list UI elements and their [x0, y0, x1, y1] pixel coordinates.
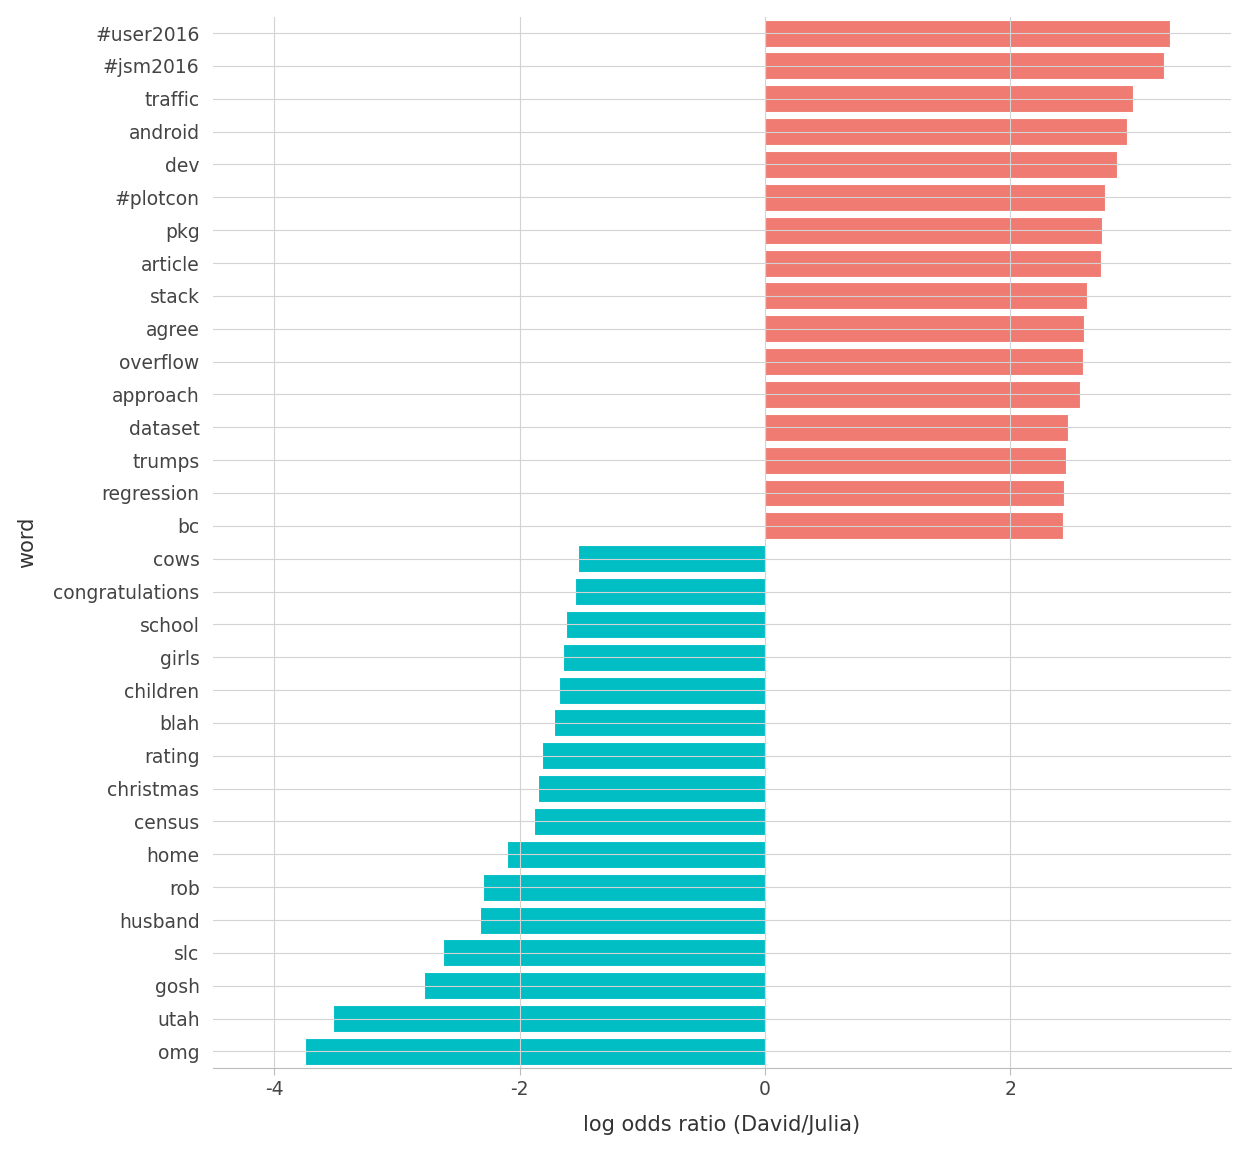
- Bar: [542, 742, 765, 770]
- Bar: [765, 381, 1081, 408]
- Bar: [567, 611, 765, 638]
- Bar: [554, 710, 765, 736]
- Bar: [575, 578, 765, 605]
- Bar: [765, 414, 1068, 441]
- Bar: [765, 282, 1087, 310]
- Bar: [765, 53, 1164, 79]
- Bar: [765, 316, 1085, 342]
- Bar: [534, 808, 765, 835]
- Bar: [333, 1005, 765, 1032]
- Bar: [765, 447, 1066, 473]
- Bar: [559, 676, 765, 704]
- Bar: [507, 841, 765, 867]
- Y-axis label: word: word: [16, 516, 36, 568]
- Bar: [480, 907, 765, 933]
- Bar: [305, 1038, 765, 1064]
- Bar: [765, 184, 1104, 211]
- Bar: [538, 775, 765, 802]
- Bar: [765, 20, 1169, 46]
- Bar: [443, 939, 765, 967]
- Bar: [765, 348, 1083, 376]
- Bar: [424, 972, 765, 999]
- Bar: [765, 119, 1127, 145]
- Bar: [765, 151, 1117, 177]
- Bar: [765, 217, 1102, 244]
- Bar: [765, 513, 1063, 539]
- Bar: [483, 873, 765, 901]
- Bar: [563, 644, 765, 670]
- Bar: [579, 545, 765, 573]
- Bar: [765, 85, 1133, 112]
- X-axis label: log odds ratio (David/Julia): log odds ratio (David/Julia): [584, 1115, 861, 1136]
- Bar: [765, 250, 1101, 276]
- Bar: [765, 479, 1065, 507]
